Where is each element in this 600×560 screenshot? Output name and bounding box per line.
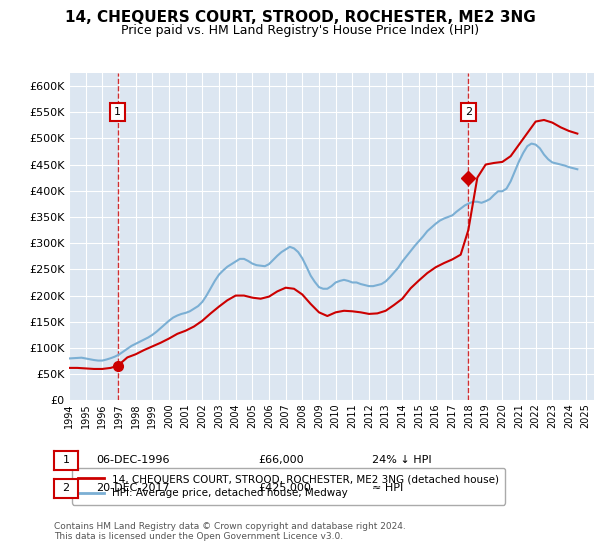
Text: ≈ HPI: ≈ HPI [372,483,403,493]
Legend: 14, CHEQUERS COURT, STROOD, ROCHESTER, ME2 3NG (detached house), HPI: Average pr: 14, CHEQUERS COURT, STROOD, ROCHESTER, M… [71,468,505,505]
Text: Contains HM Land Registry data © Crown copyright and database right 2024.
This d: Contains HM Land Registry data © Crown c… [54,522,406,542]
Text: Price paid vs. HM Land Registry's House Price Index (HPI): Price paid vs. HM Land Registry's House … [121,24,479,36]
Text: 2: 2 [62,483,70,493]
Text: 2: 2 [465,107,472,117]
Text: 1: 1 [114,107,121,117]
Text: 1: 1 [62,455,70,465]
Text: 20-DEC-2017: 20-DEC-2017 [96,483,170,493]
Text: 24% ↓ HPI: 24% ↓ HPI [372,455,431,465]
Text: 06-DEC-1996: 06-DEC-1996 [96,455,170,465]
Text: £66,000: £66,000 [258,455,304,465]
Text: £425,000: £425,000 [258,483,311,493]
Text: 14, CHEQUERS COURT, STROOD, ROCHESTER, ME2 3NG: 14, CHEQUERS COURT, STROOD, ROCHESTER, M… [65,10,535,25]
